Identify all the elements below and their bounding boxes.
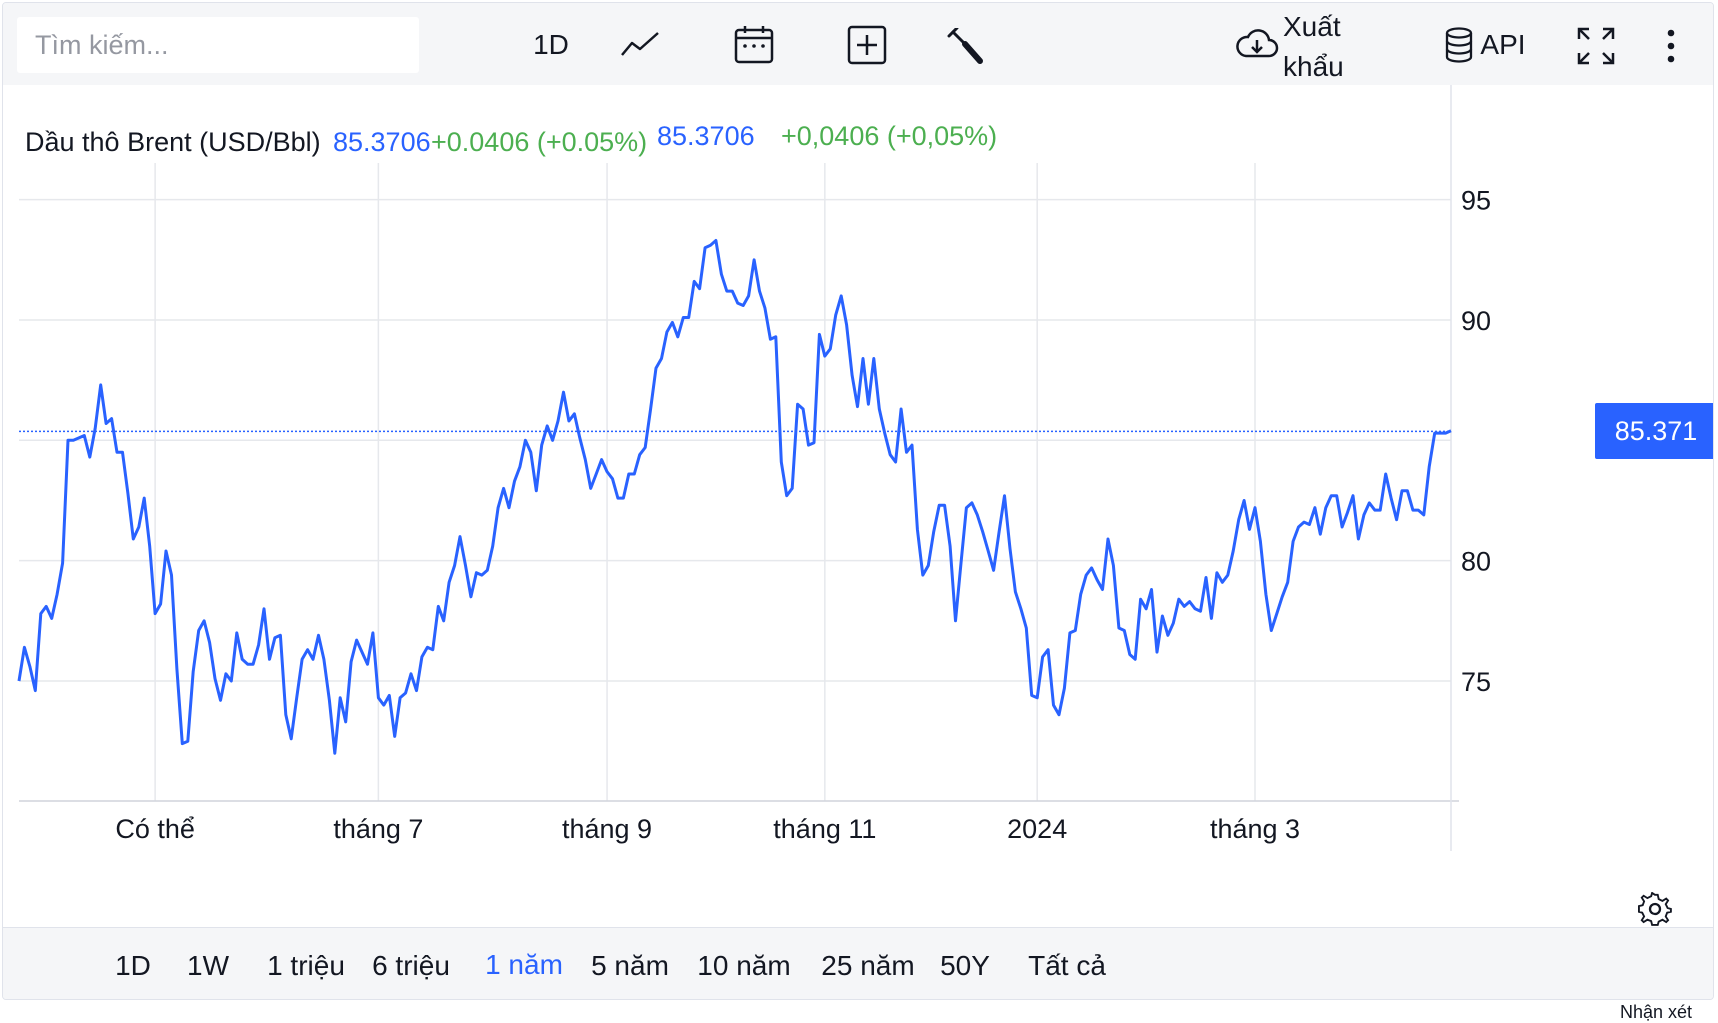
range-9[interactable]: Tất cả — [1028, 950, 1106, 981]
x-tick-label: tháng 7 — [333, 814, 423, 844]
line-chart-icon — [621, 32, 659, 56]
more-button[interactable] — [1653, 23, 1689, 69]
price-chart[interactable]: 75 80 90 95 Có thể tháng 7 tháng 9 tháng 11 2024… — [3, 85, 1714, 927]
fullscreen-button[interactable] — [1573, 23, 1619, 69]
search-input[interactable] — [17, 17, 419, 73]
y-tick-label: 80 — [1461, 547, 1491, 577]
range-3[interactable]: 6 triệu — [372, 950, 450, 981]
date-range-button[interactable] — [731, 21, 777, 67]
calendar-icon — [734, 26, 774, 64]
wrench-icon — [947, 28, 983, 64]
x-tick-label: tháng 11 — [773, 814, 876, 844]
fullscreen-icon — [1577, 27, 1615, 65]
range-5[interactable]: 5 năm — [591, 950, 669, 981]
legend-value: 85.3706 — [333, 127, 431, 157]
database-icon — [1446, 27, 1473, 63]
toolbar: 1D — [3, 3, 1713, 85]
chart-widget: 1D — [2, 2, 1714, 1000]
chart-type-button[interactable] — [615, 21, 665, 67]
export-button[interactable] — [1235, 3, 1385, 85]
cloud-download-icon — [1236, 29, 1279, 58]
legend-value-secondary: 85.3706 — [657, 121, 755, 151]
range-selector: 1D 1W 1 triệu 6 triệu 1 năm 5 năm 10 năm 25 năm… — [3, 927, 1713, 999]
gear-icon — [1638, 892, 1672, 926]
footer-note: Nhận xét — [1620, 1002, 1693, 1022]
chart-settings-button[interactable] — [1635, 889, 1675, 929]
range-8[interactable]: 50Y — [940, 950, 990, 981]
legend-change: +0.0406 (+0.05%) — [431, 127, 648, 157]
last-price-tag: 85.371 — [1595, 403, 1713, 460]
y-tick-label: 95 — [1461, 186, 1491, 216]
y-tick-label: 75 — [1461, 667, 1491, 697]
more-vertical-icon — [1667, 29, 1675, 63]
api-label: API — [1480, 29, 1526, 60]
legend-change-secondary: +0,0406 (+0,05%) — [781, 121, 998, 151]
add-indicator-icon — [847, 25, 887, 65]
range-0[interactable]: 1D — [115, 950, 151, 981]
add-indicator-button[interactable] — [845, 23, 889, 67]
range-7[interactable]: 25 năm — [821, 950, 915, 981]
legend-symbol: Dầu thô Brent (USD/Bbl) — [25, 127, 321, 157]
range-1[interactable]: 1W — [187, 950, 229, 981]
range-6[interactable]: 10 năm — [697, 950, 791, 981]
range-2[interactable]: 1 triệu — [267, 950, 345, 981]
api-button[interactable]: API — [1435, 23, 1535, 67]
range-4[interactable]: 1 năm — [469, 928, 579, 999]
x-tick-label: Có thể — [115, 814, 195, 844]
x-tick-label: 2024 — [1007, 814, 1067, 844]
export-label: Xuất khẩu — [1283, 11, 1344, 82]
x-tick-label: tháng 3 — [1210, 814, 1300, 844]
series-line — [17, 239, 1452, 755]
y-tick-label: 90 — [1461, 306, 1491, 336]
settings-tool-button[interactable] — [943, 25, 987, 69]
interval-button[interactable]: 1D — [533, 29, 569, 60]
x-tick-label: tháng 9 — [562, 814, 652, 844]
